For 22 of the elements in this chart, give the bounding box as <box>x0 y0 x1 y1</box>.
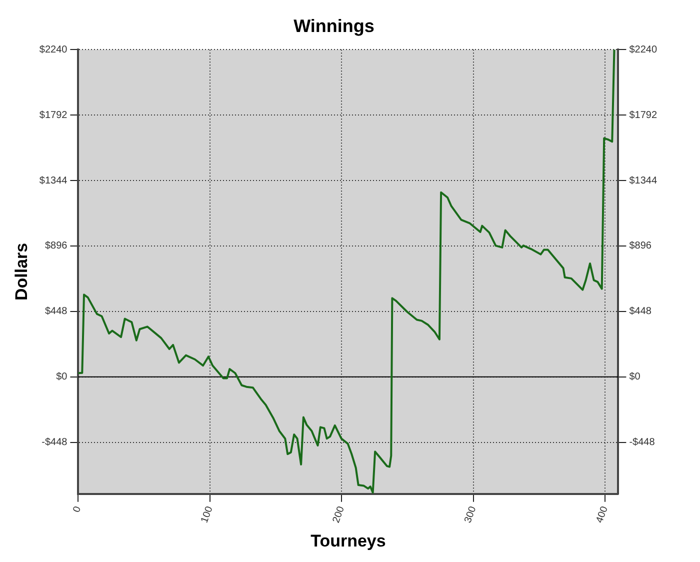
y-tick-label: $896 <box>44 240 68 252</box>
y2-tick-label: $896 <box>629 240 652 252</box>
y-tick-label: $2240 <box>39 44 68 56</box>
x-tick-label: 400 <box>594 504 611 525</box>
y2-tick-label: $1344 <box>629 175 658 186</box>
y2-tick-label: $2240 <box>629 44 658 56</box>
y-tick-label: $1792 <box>39 110 68 121</box>
y-tick-label: $0 <box>56 372 68 383</box>
y2-tick-label: $1792 <box>629 110 658 121</box>
y2-tick-label: $448 <box>629 306 652 318</box>
y-axis-title: Dollars <box>12 242 31 301</box>
x-tick-label: 100 <box>199 504 216 525</box>
y-tick-label: -$448 <box>42 437 68 448</box>
chart-title: Winnings <box>294 16 374 36</box>
x-tick-label: 0 <box>71 504 84 514</box>
y-tick-label: $448 <box>44 306 68 318</box>
y2-tick-label: $0 <box>629 372 641 383</box>
y2-tick-label: -$448 <box>629 437 656 448</box>
y-tick-label: $1344 <box>39 175 68 186</box>
x-tick-label: 200 <box>330 504 348 525</box>
x-axis-title: Tourneys <box>310 531 386 550</box>
x-tick-label: 300 <box>462 504 479 525</box>
